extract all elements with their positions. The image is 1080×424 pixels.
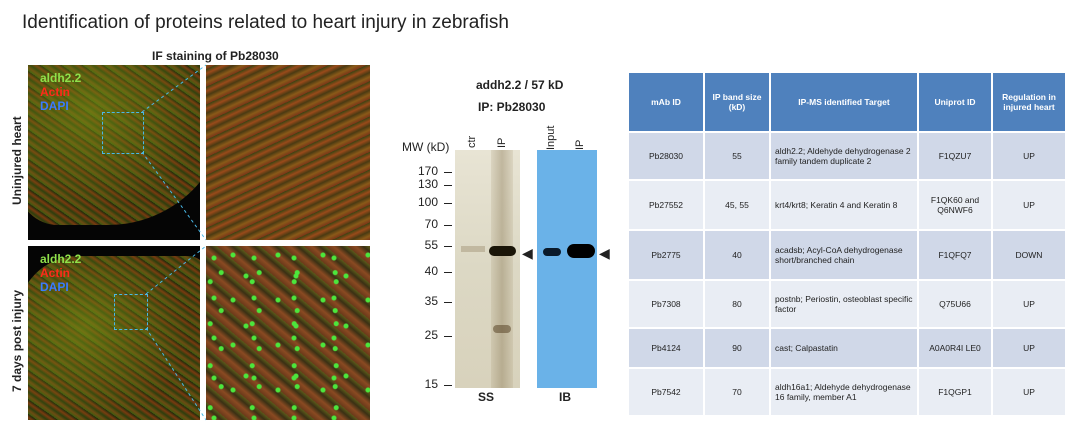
cell-uniprot: F1QZU7	[919, 133, 991, 179]
mw-tick	[444, 172, 452, 173]
cell-mab-id: Pb2775	[629, 231, 703, 279]
if-image-uninjured-zoom	[206, 65, 370, 240]
cell-mab-id: Pb7308	[629, 281, 703, 327]
stain-label-dapi: DAPI	[40, 280, 69, 294]
cell-mab-id: Pb4124	[629, 329, 703, 367]
mw-marker-label: 170	[417, 164, 438, 178]
cell-target: postnb; Periostin, osteoblast specific f…	[771, 281, 917, 327]
cell-band-size: 80	[705, 281, 769, 327]
zoom-region-box	[102, 112, 144, 154]
cell-band-size: 70	[705, 369, 769, 415]
cell-uniprot: Q75U66	[919, 281, 991, 327]
table-row: Pb7308 80 postnb; Periostin, osteoblast sp…	[629, 281, 1065, 327]
ip-ms-table: mAb ID IP band size (kD) IP-MS identifie…	[627, 71, 1067, 417]
mw-marker-label: 55	[424, 238, 438, 252]
header-ip-band-size: IP band size (kD)	[705, 73, 769, 131]
header-mab-id: mAb ID	[629, 73, 703, 131]
immunoblot-membrane	[537, 150, 597, 388]
header-uniprot-id: Uniprot ID	[919, 73, 991, 131]
mw-marker-label: 40	[424, 264, 438, 278]
lane-label-ss-ip: IP	[496, 137, 508, 148]
stain-label-actin: Actin	[40, 266, 70, 280]
ib-label: IB	[559, 390, 571, 404]
stain-label-dapi: DAPI	[40, 99, 69, 113]
mw-tick	[444, 203, 452, 204]
cell-band-size: 55	[705, 133, 769, 179]
cell-regulation: UP	[993, 181, 1065, 229]
zoom-connector-lines	[141, 64, 207, 421]
table-row: Pb28030 55 aldh2.2; Aldehyde dehydrogenase…	[629, 133, 1065, 179]
ib-band-input	[543, 248, 561, 256]
stain-label-aldh: aldh2.2	[40, 252, 82, 266]
table-header-row: mAb ID IP band size (kD) IP-MS identifie…	[629, 73, 1065, 131]
mw-tick	[444, 272, 452, 273]
cell-target: acadsb; Acyl-CoA dehydrogenase short/bra…	[771, 231, 917, 279]
cell-uniprot: F1QFQ7	[919, 231, 991, 279]
lane-label-ib-ip: IP	[574, 139, 586, 150]
mw-marker-label: 130	[417, 177, 438, 191]
cell-target: aldh16a1; Aldehyde dehydrogenase 16 fami…	[771, 369, 917, 415]
cell-band-size: 90	[705, 329, 769, 367]
cell-regulation: UP	[993, 329, 1065, 367]
mw-tick	[444, 246, 452, 247]
mw-tick	[444, 185, 452, 186]
if-image-7dpi-overview: aldh2.2 Actin DAPI	[28, 246, 200, 420]
page-title: Identification of proteins related to he…	[22, 12, 509, 33]
blot-header-antigen: addh2.2 / 57 kD	[476, 78, 564, 92]
mw-marker-label: 70	[424, 217, 438, 231]
cell-mab-id: Pb27552	[629, 181, 703, 229]
cell-regulation: DOWN	[993, 231, 1065, 279]
ss-band-25kd	[493, 325, 511, 333]
lane-label-input: Input	[545, 125, 557, 150]
cell-regulation: UP	[993, 369, 1065, 415]
if-staining-heading: IF staining of Pb28030	[152, 49, 279, 63]
cell-mab-id: Pb28030	[629, 133, 703, 179]
blot-header-ip: IP: Pb28030	[478, 100, 546, 114]
mw-marker-label: 15	[424, 377, 438, 391]
cell-band-size: 40	[705, 231, 769, 279]
mw-marker-label: 35	[424, 294, 438, 308]
if-image-uninjured-overview: aldh2.2 Actin DAPI	[28, 65, 200, 240]
header-ipms-target: IP-MS identified Target	[771, 73, 917, 131]
zoom-region-box	[114, 294, 148, 330]
ib-arrow-icon: ◀	[599, 245, 610, 261]
cell-regulation: UP	[993, 281, 1065, 327]
ss-band-55kd	[489, 246, 516, 256]
cell-target: aldh2.2; Aldehyde dehydrogenase 2 family…	[771, 133, 917, 179]
table-row: Pb2775 40 acadsb; Acyl-CoA dehydrogenase s…	[629, 231, 1065, 279]
cell-target: cast; Calpastatin	[771, 329, 917, 367]
stain-label-aldh: aldh2.2	[40, 71, 82, 85]
cell-target: krt4/krt8; Keratin 4 and Keratin 8	[771, 181, 917, 229]
cell-regulation: UP	[993, 133, 1065, 179]
table-row: Pb27552 45, 55 krt4/krt8; Keratin 4 and Ke…	[629, 181, 1065, 229]
mw-marker-label: 100	[417, 195, 438, 209]
mw-tick	[444, 385, 452, 386]
cell-uniprot: F1QGP1	[919, 369, 991, 415]
cell-uniprot: A0A0R4I LE0	[919, 329, 991, 367]
mw-tick	[444, 336, 452, 337]
table-row: Pb4124 90 cast; Calpastatin A0A0R4I LE0 UP	[629, 329, 1065, 367]
ss-arrow-icon: ◀	[522, 245, 533, 261]
mw-tick	[444, 225, 452, 226]
mw-axis-label: MW (kD)	[402, 140, 450, 154]
mw-marker-label: 25	[424, 328, 438, 342]
cell-mab-id: Pb7542	[629, 369, 703, 415]
cell-band-size: 45, 55	[705, 181, 769, 229]
cell-uniprot: F1QK60 and Q6NWF6	[919, 181, 991, 229]
silver-stain-gel	[455, 150, 520, 388]
if-image-7dpi-zoom	[206, 246, 370, 420]
mw-tick	[444, 302, 452, 303]
table-row: Pb7542 70 aldh16a1; Aldehyde dehydrogenase…	[629, 369, 1065, 415]
ib-band-ip	[567, 244, 595, 258]
ss-label: SS	[478, 390, 495, 404]
stain-label-actin: Actin	[40, 85, 70, 99]
table-body: Pb28030 55 aldh2.2; Aldehyde dehydrogenase…	[629, 133, 1065, 415]
lane-label-ctr: ctr	[466, 135, 478, 148]
header-regulation: Regulation in injured heart	[993, 73, 1065, 131]
